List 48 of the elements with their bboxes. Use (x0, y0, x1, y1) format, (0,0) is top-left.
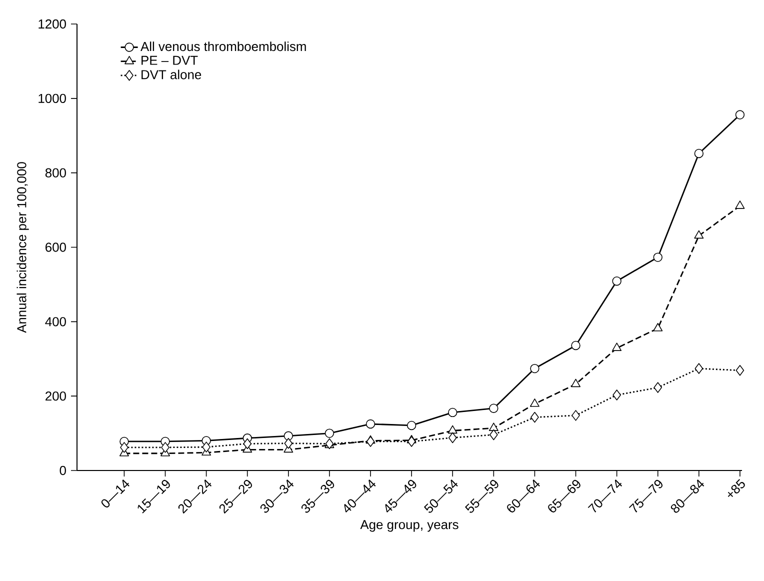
y-tick-label: 600 (46, 242, 66, 252)
point (654, 382, 662, 393)
x-tick-label: +85 (728, 479, 745, 497)
point (406, 420, 416, 430)
point (324, 428, 334, 438)
y-tick-label: 1200 (38, 19, 66, 29)
legend-label: PE – DVT (142, 56, 198, 65)
point (202, 442, 210, 452)
y-tick-label: 0 (60, 466, 66, 476)
point (694, 148, 704, 158)
point (735, 200, 745, 209)
point (366, 419, 376, 429)
legend-label: DVT alone (142, 70, 202, 80)
x-axis-title: Age group, years (360, 520, 458, 532)
point (488, 422, 498, 431)
point (612, 342, 622, 351)
point (653, 252, 662, 262)
legend-label: All venous thromboembolism (140, 42, 306, 52)
point (448, 408, 458, 418)
point (612, 390, 621, 400)
point (736, 365, 744, 376)
point (571, 378, 580, 388)
y-tick-label: 800 (45, 168, 66, 178)
y-tick-label: 400 (45, 317, 66, 326)
point (572, 410, 580, 421)
point (366, 436, 375, 447)
point (448, 425, 458, 434)
y-tick-label: 1000 (38, 94, 66, 103)
point (694, 230, 704, 239)
y-tick-label: 200 (46, 391, 66, 401)
point (489, 404, 498, 413)
point (490, 429, 498, 440)
point (161, 442, 170, 453)
point (653, 322, 663, 332)
point (120, 442, 128, 453)
point (284, 438, 293, 449)
point (530, 412, 539, 423)
point (448, 432, 457, 444)
point (407, 436, 416, 447)
point (612, 276, 622, 286)
point (284, 431, 294, 440)
point (735, 110, 745, 120)
point (243, 438, 252, 450)
point (530, 364, 540, 374)
y-axis-title: Annual incidence per 100,000 (16, 162, 29, 333)
point (694, 363, 704, 374)
point (530, 398, 540, 407)
point (571, 340, 580, 350)
